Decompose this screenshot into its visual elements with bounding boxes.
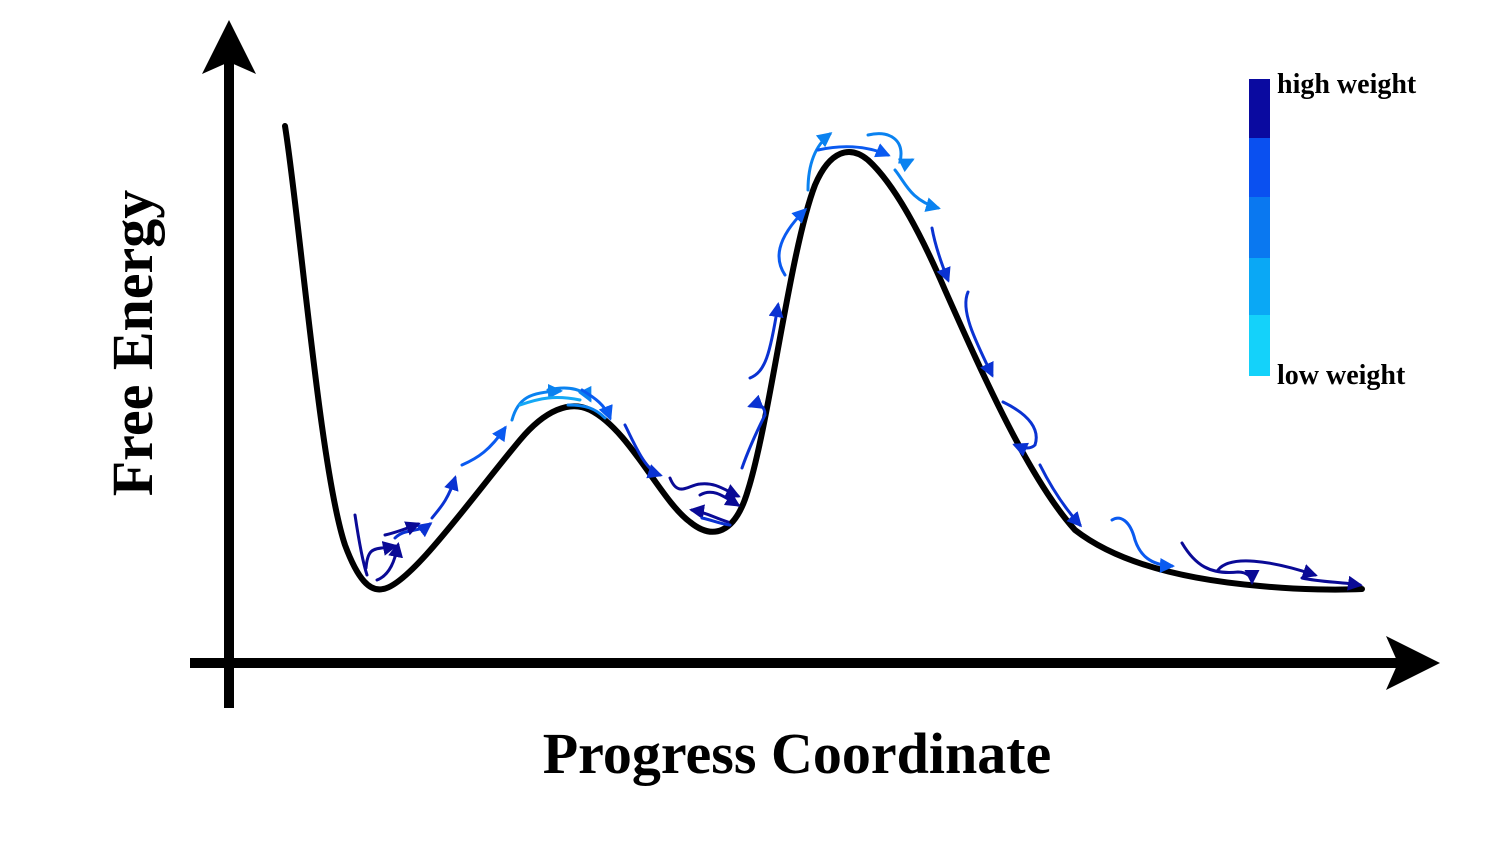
legend-low-label: low weight [1277,360,1406,391]
trajectory-arrow [580,388,613,421]
trajectory-arrow [566,403,607,420]
trajectory-arrow [546,385,592,403]
trajectory-arrow [383,521,421,537]
trajectory-arrow [1216,559,1318,579]
trajectory-arrow [460,425,507,467]
y-axis [202,20,256,708]
trajectory-arrow [668,476,741,498]
trajectory-arrow [1038,463,1083,528]
legend-swatch-2 [1249,138,1270,198]
x-axis-arrowhead [1386,636,1440,690]
trajectory-arrow [816,143,891,158]
weight-legend: high weight low weight [1249,69,1417,391]
trajectory-arrow [1001,400,1038,457]
trajectory-arrow [1110,516,1175,573]
trajectory-arrow [893,168,941,212]
trajectory-arrow [1300,575,1363,591]
y-axis-label: Free Energy [100,190,165,497]
x-axis-label: Progress Coordinate [543,721,1052,786]
trajectory-arrow [806,132,833,192]
trajectory-arrow [700,516,732,527]
legend-high-label: high weight [1277,69,1417,100]
trajectory-arrow [1180,541,1260,585]
trajectory-arrow [375,542,403,582]
trajectory-arrow [964,290,994,378]
legend-swatch-low [1249,315,1270,376]
trajectory-arrow [623,423,663,479]
trajectory-arrow [698,490,741,507]
y-axis-arrowhead [202,20,256,74]
trajectory-arrow [689,504,730,524]
trajectory-arrow [930,226,951,283]
legend-swatch-high [1249,79,1270,139]
trajectory-arrow [866,132,915,173]
trajectory-arrow [353,513,369,577]
x-axis [190,636,1440,690]
trajectory-arrow [740,394,767,470]
free-energy-curve [282,123,1365,593]
legend-swatch-4 [1249,258,1270,316]
trajectory-arrow [430,475,459,520]
legend-swatch-3 [1249,197,1270,259]
trajectory-arrow [748,302,784,380]
trajectory-arrow [518,396,582,407]
trajectory-arrows [353,132,1363,591]
trajectory-arrow [510,383,563,422]
trajectory-arrow [777,207,808,277]
